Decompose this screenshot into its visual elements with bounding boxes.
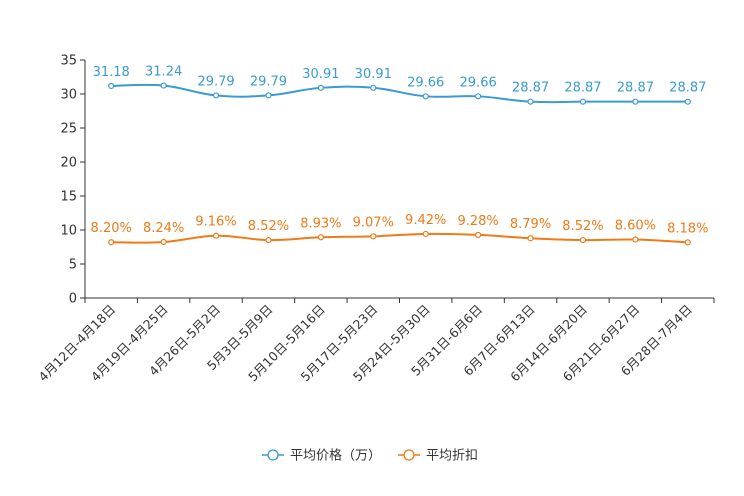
data-label: 8.93% (300, 216, 341, 231)
legend-label-1: 平均价格（万） (290, 448, 381, 464)
y-tick-label: 25 (60, 122, 77, 137)
data-point (108, 239, 115, 246)
data-point (475, 93, 482, 100)
data-point (527, 235, 534, 242)
y-tick-label: 35 (60, 54, 77, 69)
data-label: 30.91 (355, 67, 392, 82)
data-point (265, 92, 272, 99)
data-point (160, 238, 167, 246)
y-tick-label: 0 (69, 292, 77, 307)
data-point (422, 230, 429, 238)
data-label: 9.28% (457, 214, 498, 229)
data-label: 28.87 (617, 81, 654, 96)
series-line-2 (111, 232, 688, 244)
data-point (422, 93, 429, 100)
y-tick-label: 15 (60, 190, 77, 205)
data-label: 28.87 (669, 81, 706, 96)
data-point (475, 231, 482, 238)
data-point (632, 98, 639, 105)
y-tick-label: 30 (60, 88, 77, 103)
data-label: 31.24 (145, 65, 182, 80)
data-label: 31.18 (93, 65, 130, 80)
data-point (317, 84, 324, 91)
y-tick-label: 5 (69, 258, 77, 273)
data-label: 9.07% (353, 215, 394, 230)
data-label: 29.79 (250, 74, 287, 89)
data-label: 8.60% (615, 219, 656, 234)
data-point (632, 236, 639, 243)
data-point (160, 82, 167, 89)
data-point (317, 234, 324, 241)
data-label: 29.79 (197, 74, 234, 89)
data-point (212, 232, 220, 239)
data-point (684, 98, 691, 105)
data-point (370, 233, 377, 240)
data-label: 8.52% (248, 219, 289, 234)
data-label: 9.42% (405, 213, 446, 228)
data-label: 30.91 (302, 67, 339, 82)
data-point (579, 98, 587, 105)
series-line-1 (111, 83, 688, 104)
data-point (212, 92, 220, 99)
data-label: 8.79% (510, 217, 551, 232)
data-label: 28.87 (564, 81, 601, 96)
y-tick-label: 10 (60, 224, 77, 239)
data-point (527, 98, 534, 105)
legend-marker-1 (267, 449, 279, 461)
data-label: 8.18% (667, 221, 708, 236)
data-label: 9.16% (195, 215, 236, 230)
data-point (265, 236, 272, 244)
data-label: 8.24% (143, 221, 184, 236)
data-point (370, 84, 377, 91)
data-label: 28.87 (512, 81, 549, 96)
legend-marker-2 (403, 449, 415, 461)
y-tick-label: 20 (60, 156, 77, 171)
data-label: 8.20% (91, 221, 132, 236)
legend-label-2: 平均折扣 (426, 449, 478, 464)
data-label: 8.52% (562, 219, 603, 234)
data-point (579, 236, 587, 244)
data-label: 29.66 (407, 75, 444, 90)
data-point (108, 82, 115, 90)
data-point (684, 239, 691, 246)
data-label: 29.66 (460, 75, 497, 90)
